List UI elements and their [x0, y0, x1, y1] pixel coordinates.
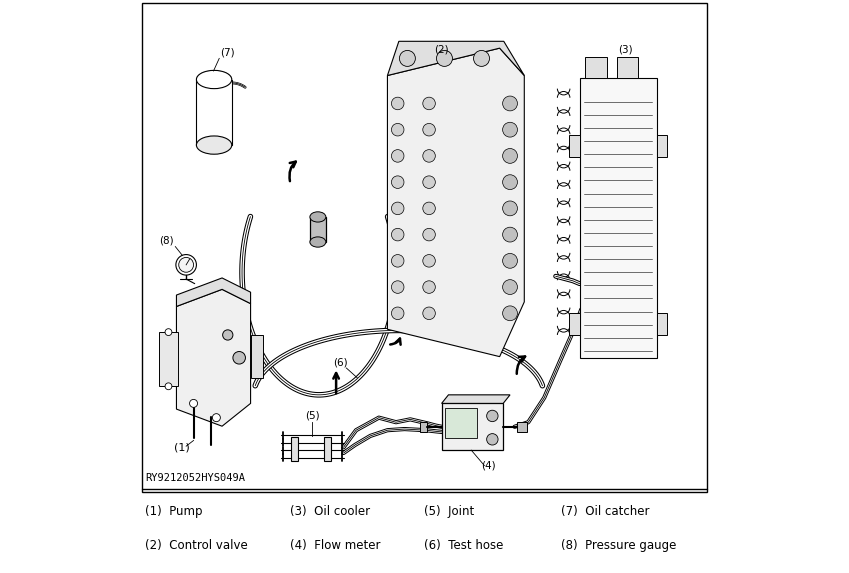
Circle shape: [165, 329, 171, 336]
Circle shape: [423, 202, 436, 215]
Circle shape: [503, 227, 517, 242]
Text: (3): (3): [618, 45, 633, 54]
Circle shape: [391, 281, 404, 293]
Circle shape: [474, 50, 490, 66]
Circle shape: [436, 50, 453, 66]
Circle shape: [486, 410, 498, 422]
Circle shape: [165, 383, 171, 390]
Polygon shape: [387, 48, 525, 356]
Bar: [656, 313, 666, 335]
Circle shape: [391, 123, 404, 136]
Circle shape: [423, 150, 436, 162]
Circle shape: [222, 330, 233, 340]
Circle shape: [423, 307, 436, 320]
Bar: [291, 437, 299, 461]
Bar: [160, 332, 177, 386]
Circle shape: [503, 280, 517, 295]
Text: (1)  Pump: (1) Pump: [145, 505, 203, 518]
Circle shape: [179, 257, 194, 272]
Polygon shape: [387, 41, 525, 76]
Circle shape: [423, 97, 436, 110]
Circle shape: [503, 175, 517, 190]
Circle shape: [503, 201, 517, 216]
Text: (7)  Oil catcher: (7) Oil catcher: [561, 505, 649, 518]
Polygon shape: [177, 278, 250, 307]
Bar: [616, 57, 638, 79]
Circle shape: [503, 96, 517, 111]
Text: (3)  Oil cooler: (3) Oil cooler: [290, 505, 371, 518]
Circle shape: [391, 97, 404, 110]
Text: (2)  Control valve: (2) Control valve: [145, 539, 248, 552]
Ellipse shape: [310, 237, 326, 247]
Bar: [570, 135, 580, 156]
Bar: [420, 422, 427, 432]
Text: (8): (8): [160, 236, 174, 246]
Polygon shape: [441, 395, 510, 403]
Ellipse shape: [196, 136, 232, 154]
Text: (4)  Flow meter: (4) Flow meter: [290, 539, 381, 552]
Circle shape: [391, 176, 404, 189]
Bar: [656, 135, 666, 156]
Circle shape: [212, 414, 221, 422]
Circle shape: [503, 148, 517, 163]
Text: (5)  Joint: (5) Joint: [424, 505, 475, 518]
Circle shape: [176, 254, 196, 275]
Circle shape: [391, 202, 404, 215]
Text: (4): (4): [481, 461, 496, 471]
Text: (6)  Test hose: (6) Test hose: [424, 539, 503, 552]
Bar: [250, 335, 263, 378]
Circle shape: [391, 150, 404, 162]
Circle shape: [189, 399, 198, 407]
Circle shape: [391, 254, 404, 267]
Bar: [585, 57, 607, 79]
Text: (2): (2): [435, 45, 449, 54]
Circle shape: [391, 307, 404, 320]
Circle shape: [423, 176, 436, 189]
Bar: [445, 408, 477, 438]
Text: (5): (5): [305, 411, 319, 421]
Text: (6): (6): [333, 357, 347, 367]
Polygon shape: [177, 289, 250, 426]
Bar: [196, 80, 232, 145]
Circle shape: [503, 306, 517, 321]
Circle shape: [423, 123, 436, 136]
Text: RY9212052HYS049A: RY9212052HYS049A: [145, 473, 245, 483]
Bar: [570, 313, 580, 335]
Circle shape: [391, 228, 404, 241]
Text: (8)  Pressure gauge: (8) Pressure gauge: [561, 539, 677, 552]
Bar: [441, 403, 503, 450]
Circle shape: [503, 122, 517, 137]
Circle shape: [399, 50, 415, 66]
Ellipse shape: [310, 212, 326, 222]
Circle shape: [423, 254, 436, 267]
Text: (7): (7): [221, 48, 235, 57]
Bar: [143, 2, 706, 492]
Circle shape: [423, 281, 436, 293]
Bar: [580, 79, 656, 358]
Circle shape: [423, 228, 436, 241]
Circle shape: [486, 434, 498, 445]
Bar: [517, 422, 526, 432]
Circle shape: [503, 253, 517, 268]
Ellipse shape: [196, 70, 232, 89]
Text: (1): (1): [174, 443, 190, 453]
Circle shape: [233, 351, 245, 364]
Bar: [311, 217, 326, 242]
Bar: [323, 437, 331, 461]
